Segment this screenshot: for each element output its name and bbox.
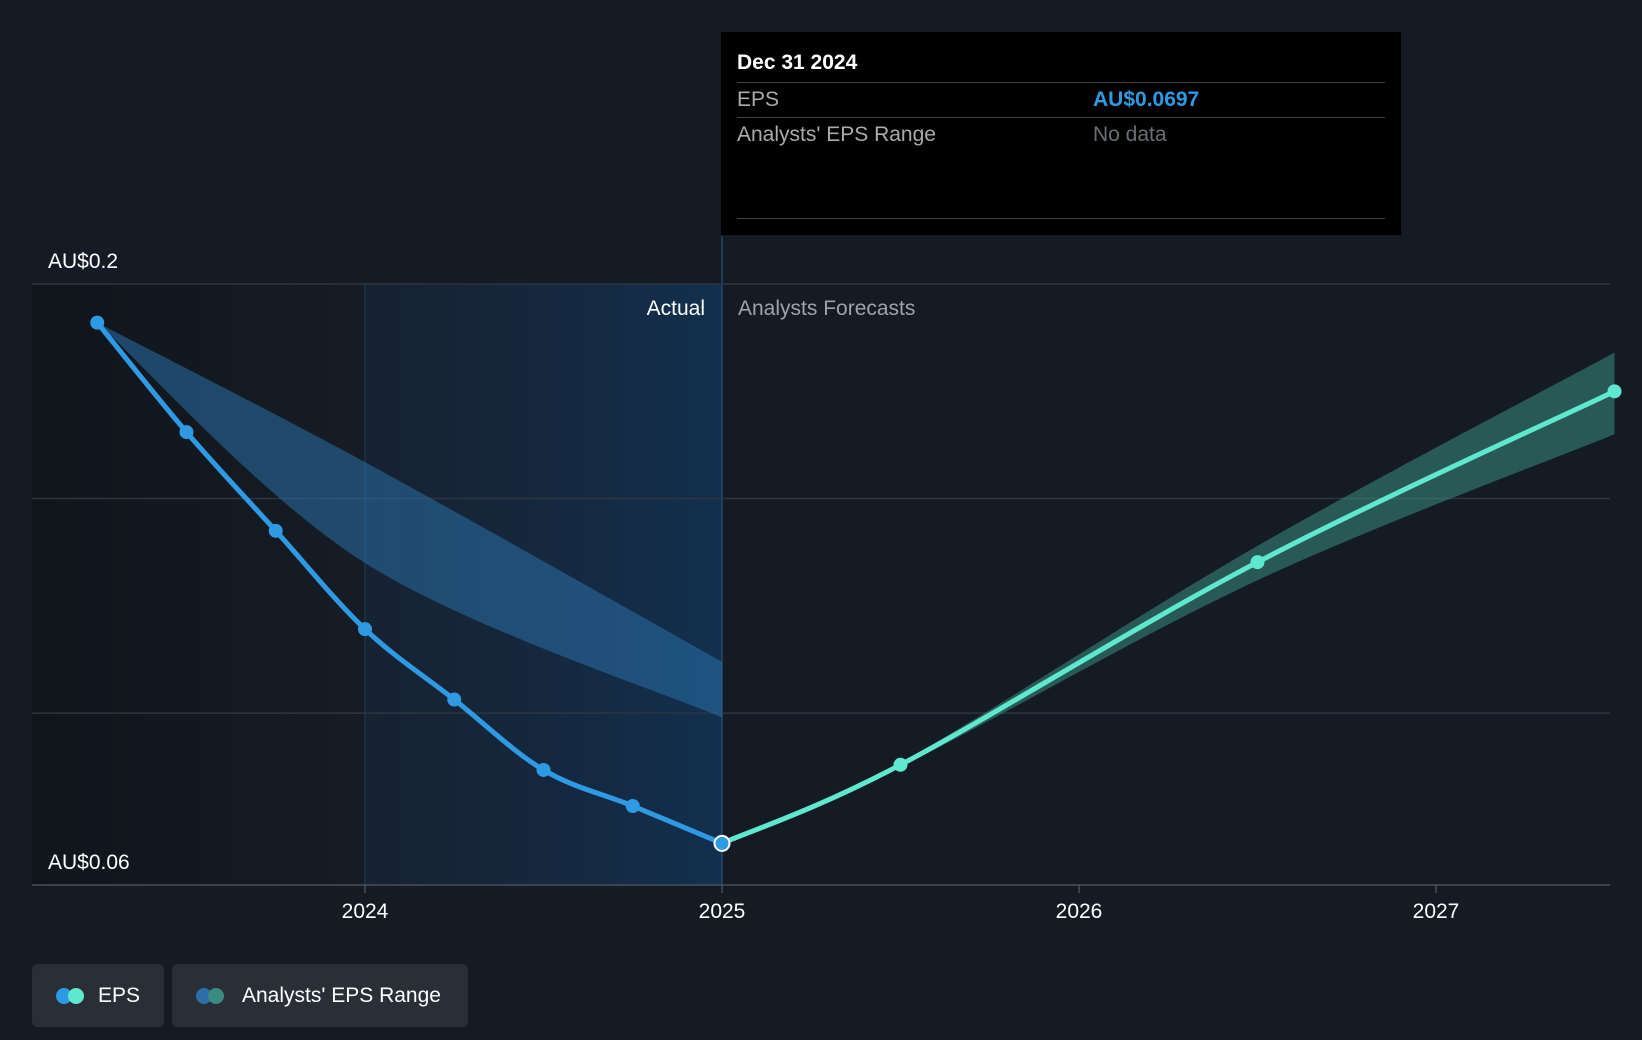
eps-actual-point-3 — [358, 622, 372, 637]
y-tick-label-bottom: AU$0.06 — [48, 851, 130, 874]
tooltip-eps-value: AU$0.0697 — [1093, 88, 1200, 111]
past-region — [32, 284, 365, 885]
tooltip-date: Dec 31 2024 — [737, 32, 1385, 83]
legend-range-label: Analysts' EPS Range — [242, 983, 441, 1007]
eps-forecast-point-1 — [893, 757, 908, 772]
tooltip-row-range: Analysts' EPS Range No data — [737, 118, 1385, 152]
tooltip-range-label: Analysts' EPS Range — [737, 123, 936, 146]
eps-actual-point-6 — [625, 799, 640, 814]
eps-forecast-line — [719, 388, 1617, 846]
actual-label: Actual — [647, 297, 705, 320]
x-tick-label-2026: 2026 — [1056, 900, 1103, 923]
legend-eps[interactable]: EPS — [32, 964, 164, 1027]
y-tick-label-top: AU$0.2 — [48, 250, 118, 273]
eps-forecast-point-3 — [1607, 384, 1622, 399]
forecast-label: Analysts Forecasts — [738, 297, 915, 320]
tooltip-range-value: No data — [1093, 123, 1167, 146]
eps-actual-point-4 — [447, 692, 462, 707]
analysts-range-band-forecast — [722, 352, 1615, 844]
eps-actual-point-5 — [536, 762, 551, 777]
eps-forecast-point-2 — [1250, 555, 1265, 570]
highlighted-point — [713, 834, 731, 852]
analysts-range-band-past — [97, 322, 722, 718]
x-tick-label-2024: 2024 — [342, 900, 389, 923]
legend-eps-label: EPS — [97, 983, 140, 1007]
tooltip-divider — [737, 218, 1385, 219]
x-tick-label-2025: 2025 — [699, 900, 746, 923]
tooltip-eps-label: EPS — [737, 88, 780, 111]
range-legend-icon — [196, 987, 226, 1004]
eps-actual-point-0 — [90, 315, 105, 330]
legend-analysts-range[interactable]: Analysts' EPS Range — [172, 964, 468, 1027]
x-tick-label-2027: 2027 — [1413, 900, 1460, 923]
tooltip-row-eps: EPS AU$0.0697 — [737, 83, 1385, 118]
eps-actual-point-2 — [268, 523, 283, 538]
tooltip: Dec 31 2024 EPS AU$0.0697 Analysts' EPS … — [721, 32, 1401, 235]
eps-legend-icon — [56, 987, 84, 1004]
eps-actual-point-1 — [179, 425, 194, 440]
